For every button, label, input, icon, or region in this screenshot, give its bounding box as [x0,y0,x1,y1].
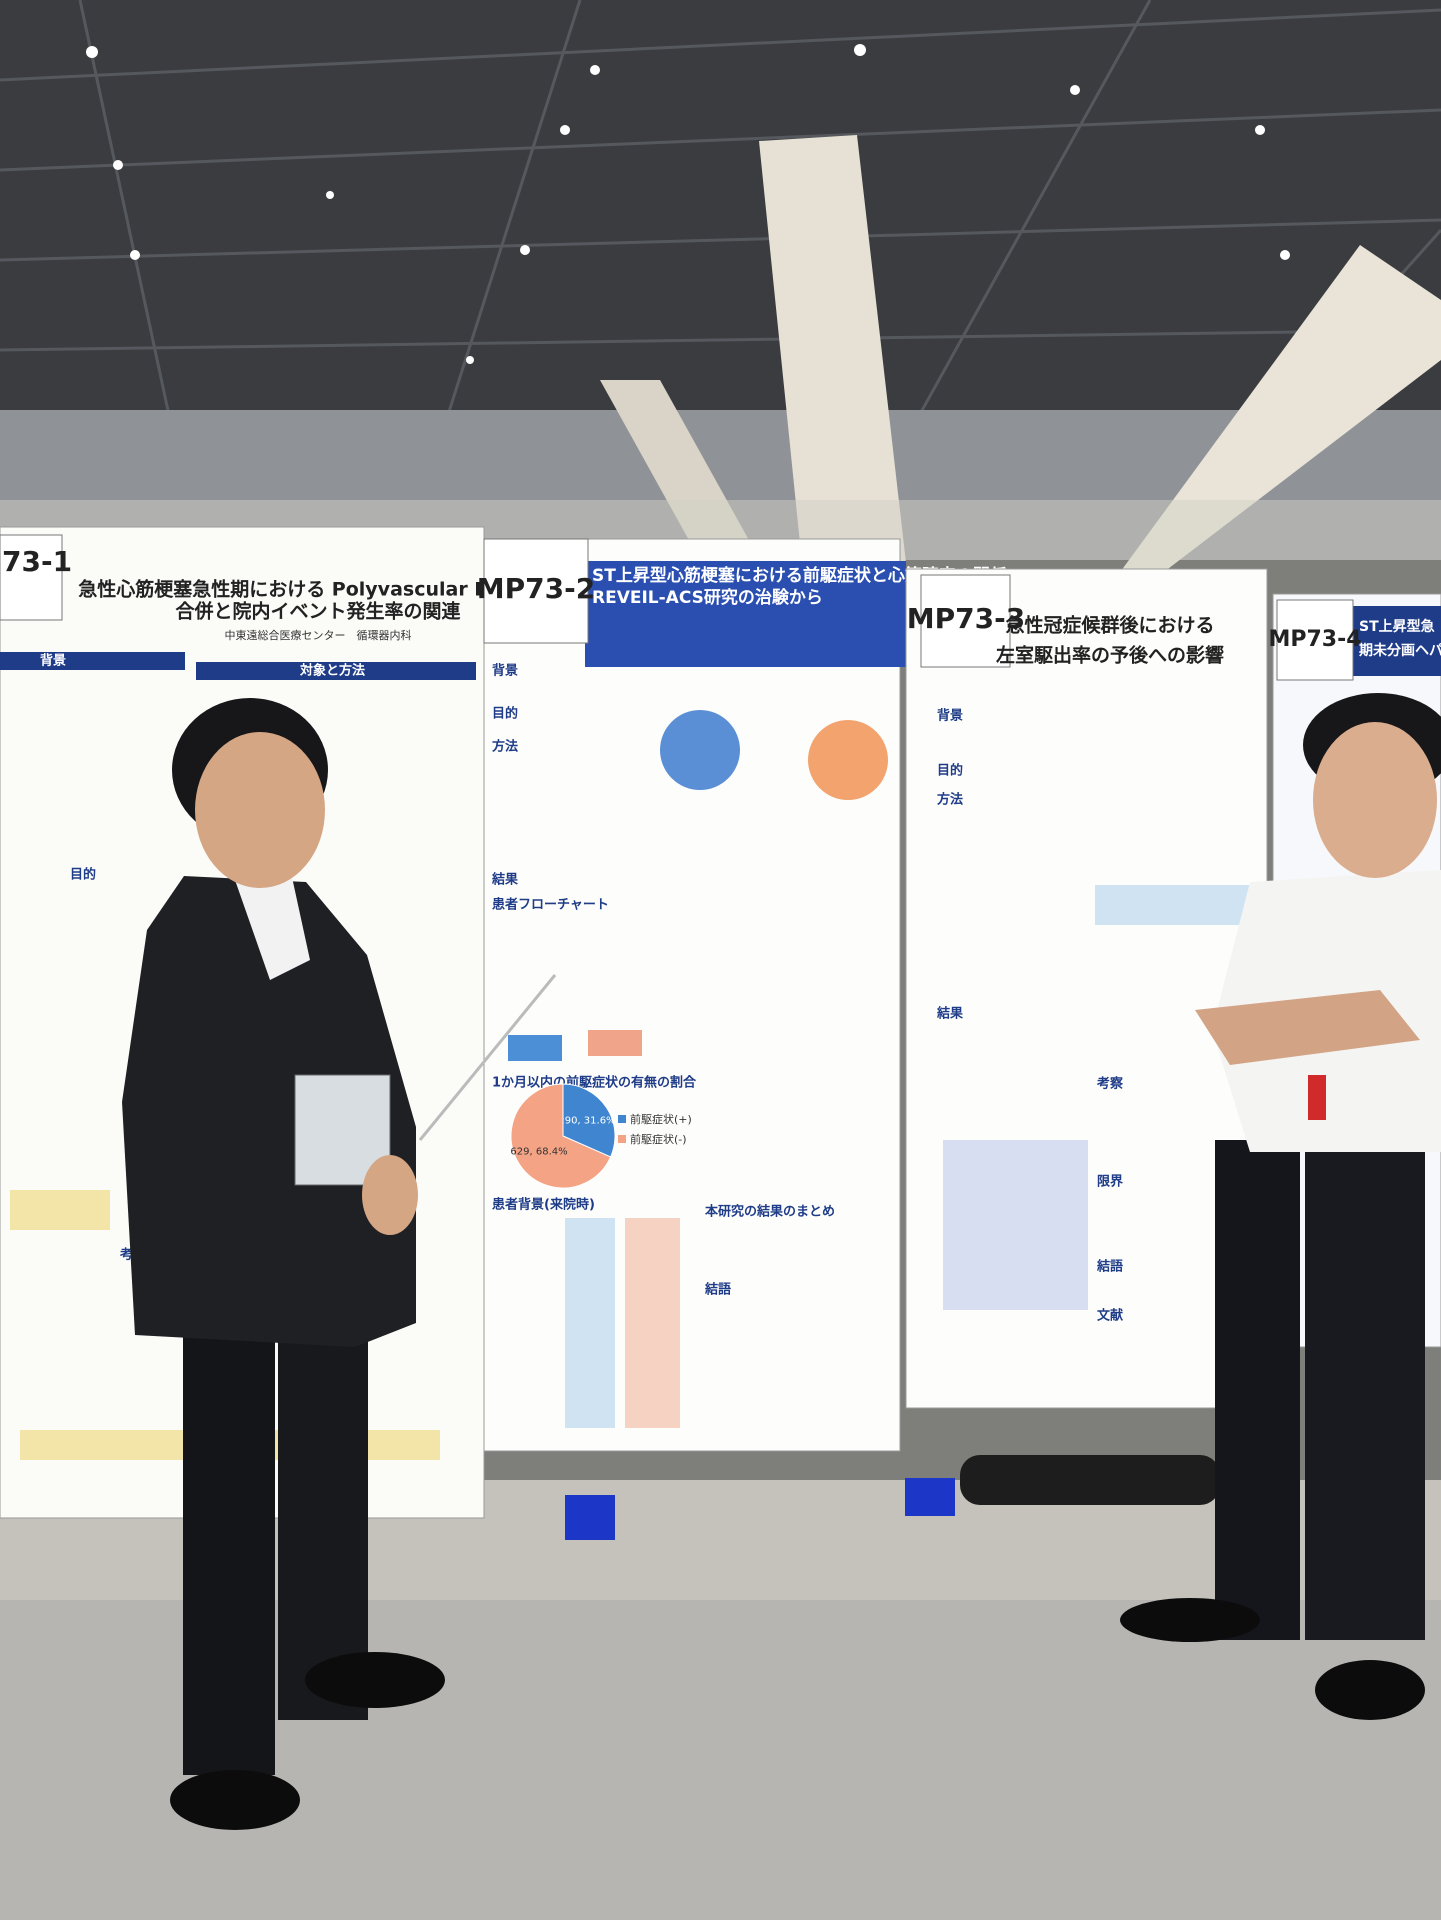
poster-id: MP73-4 [1268,627,1361,652]
person [1120,693,1441,1720]
poster-title: 急性冠症候群後における [1005,614,1214,637]
affiliation: 中東遠総合医療センター 循環器内科 [225,628,412,642]
poster-title: 期未分画ヘパリン投与 [1359,642,1441,659]
poster-title: ST上昇型急 [1359,618,1435,635]
legend-swatch [618,1115,626,1123]
heading: 方法 [937,792,963,808]
pie-label: 629, 68.4% [510,1147,567,1158]
heading: 背景 [492,663,518,679]
table-column [565,1218,615,1428]
heading: 結語 [1096,1259,1123,1275]
pie-figure [808,720,888,800]
pie-slice [562,1083,616,1158]
heading: 結語 [704,1282,731,1298]
table-column [625,1218,680,1428]
pie-slice [510,1083,612,1189]
heading: 結果 [936,1006,963,1022]
heading: 文献 [1097,1308,1124,1324]
poster-id-box [0,534,63,621]
pie-figure [660,710,740,790]
poster-id-box [1276,599,1354,681]
section-bar [196,662,476,680]
heading: 限界 [1097,1174,1123,1190]
flow-box [588,1030,642,1056]
heading: 患者背景(来院時) [492,1197,595,1213]
title-band [1353,606,1441,676]
poster-id: MP73-2 [477,572,595,605]
poster-id-box [483,538,589,644]
table [943,1140,1088,1310]
heading: 結果 [491,872,518,888]
poster-title: ST上昇型心筋梗塞における前駆症状と心筋障害の関係 [592,565,1008,586]
poster-title: REVEIL-ACS研究の治験から [592,587,823,608]
tray [565,1495,615,1540]
legend-label: 前駆症状(+) [630,1112,692,1126]
heading: 目的 [492,706,518,722]
poster-title: 合併と院内イベント発生率の関連 [175,600,460,623]
heading: 本研究の結果のまとめ [704,1204,835,1220]
tray [905,1478,955,1516]
poster-id-box [920,574,1011,668]
column [759,135,906,563]
pie-chart: 290, 31.6% 629, 68.4% [510,1083,616,1189]
heading: 方法 [492,739,518,755]
poster-title: 急性心筋梗塞急性期における Polyvascular Disease [78,578,558,601]
heading: 患者フローチャート [492,897,609,913]
heading: 1か月以内の前駆症状の有無の割合 [492,1075,697,1091]
heading: 背景 [937,708,963,724]
person [122,698,557,1830]
highlight-box [10,1190,110,1230]
heading: 対象と方法 [299,663,365,679]
column [1118,245,1441,575]
heading: 目的 [70,867,96,883]
pie-label: 290, 31.6% [558,1115,615,1126]
poster [483,538,901,1452]
heading: 背景 [40,653,66,669]
flow-box [508,1035,562,1061]
heading: 目的 [937,763,963,779]
heading: 考察 [1096,1076,1124,1092]
section-bar [0,652,185,670]
highlight-box [1095,885,1255,925]
poster-id: 73-1 [2,545,72,578]
poster-tube [960,1455,1220,1505]
legend-label: 前駆症状(-) [630,1132,687,1146]
poster-id: MP73-3 [907,602,1025,635]
ceiling-lights [86,44,1290,364]
title-band [585,561,906,667]
legend-swatch [618,1135,626,1143]
poster-title: 左室駆出率の予後への影響 [996,644,1224,667]
